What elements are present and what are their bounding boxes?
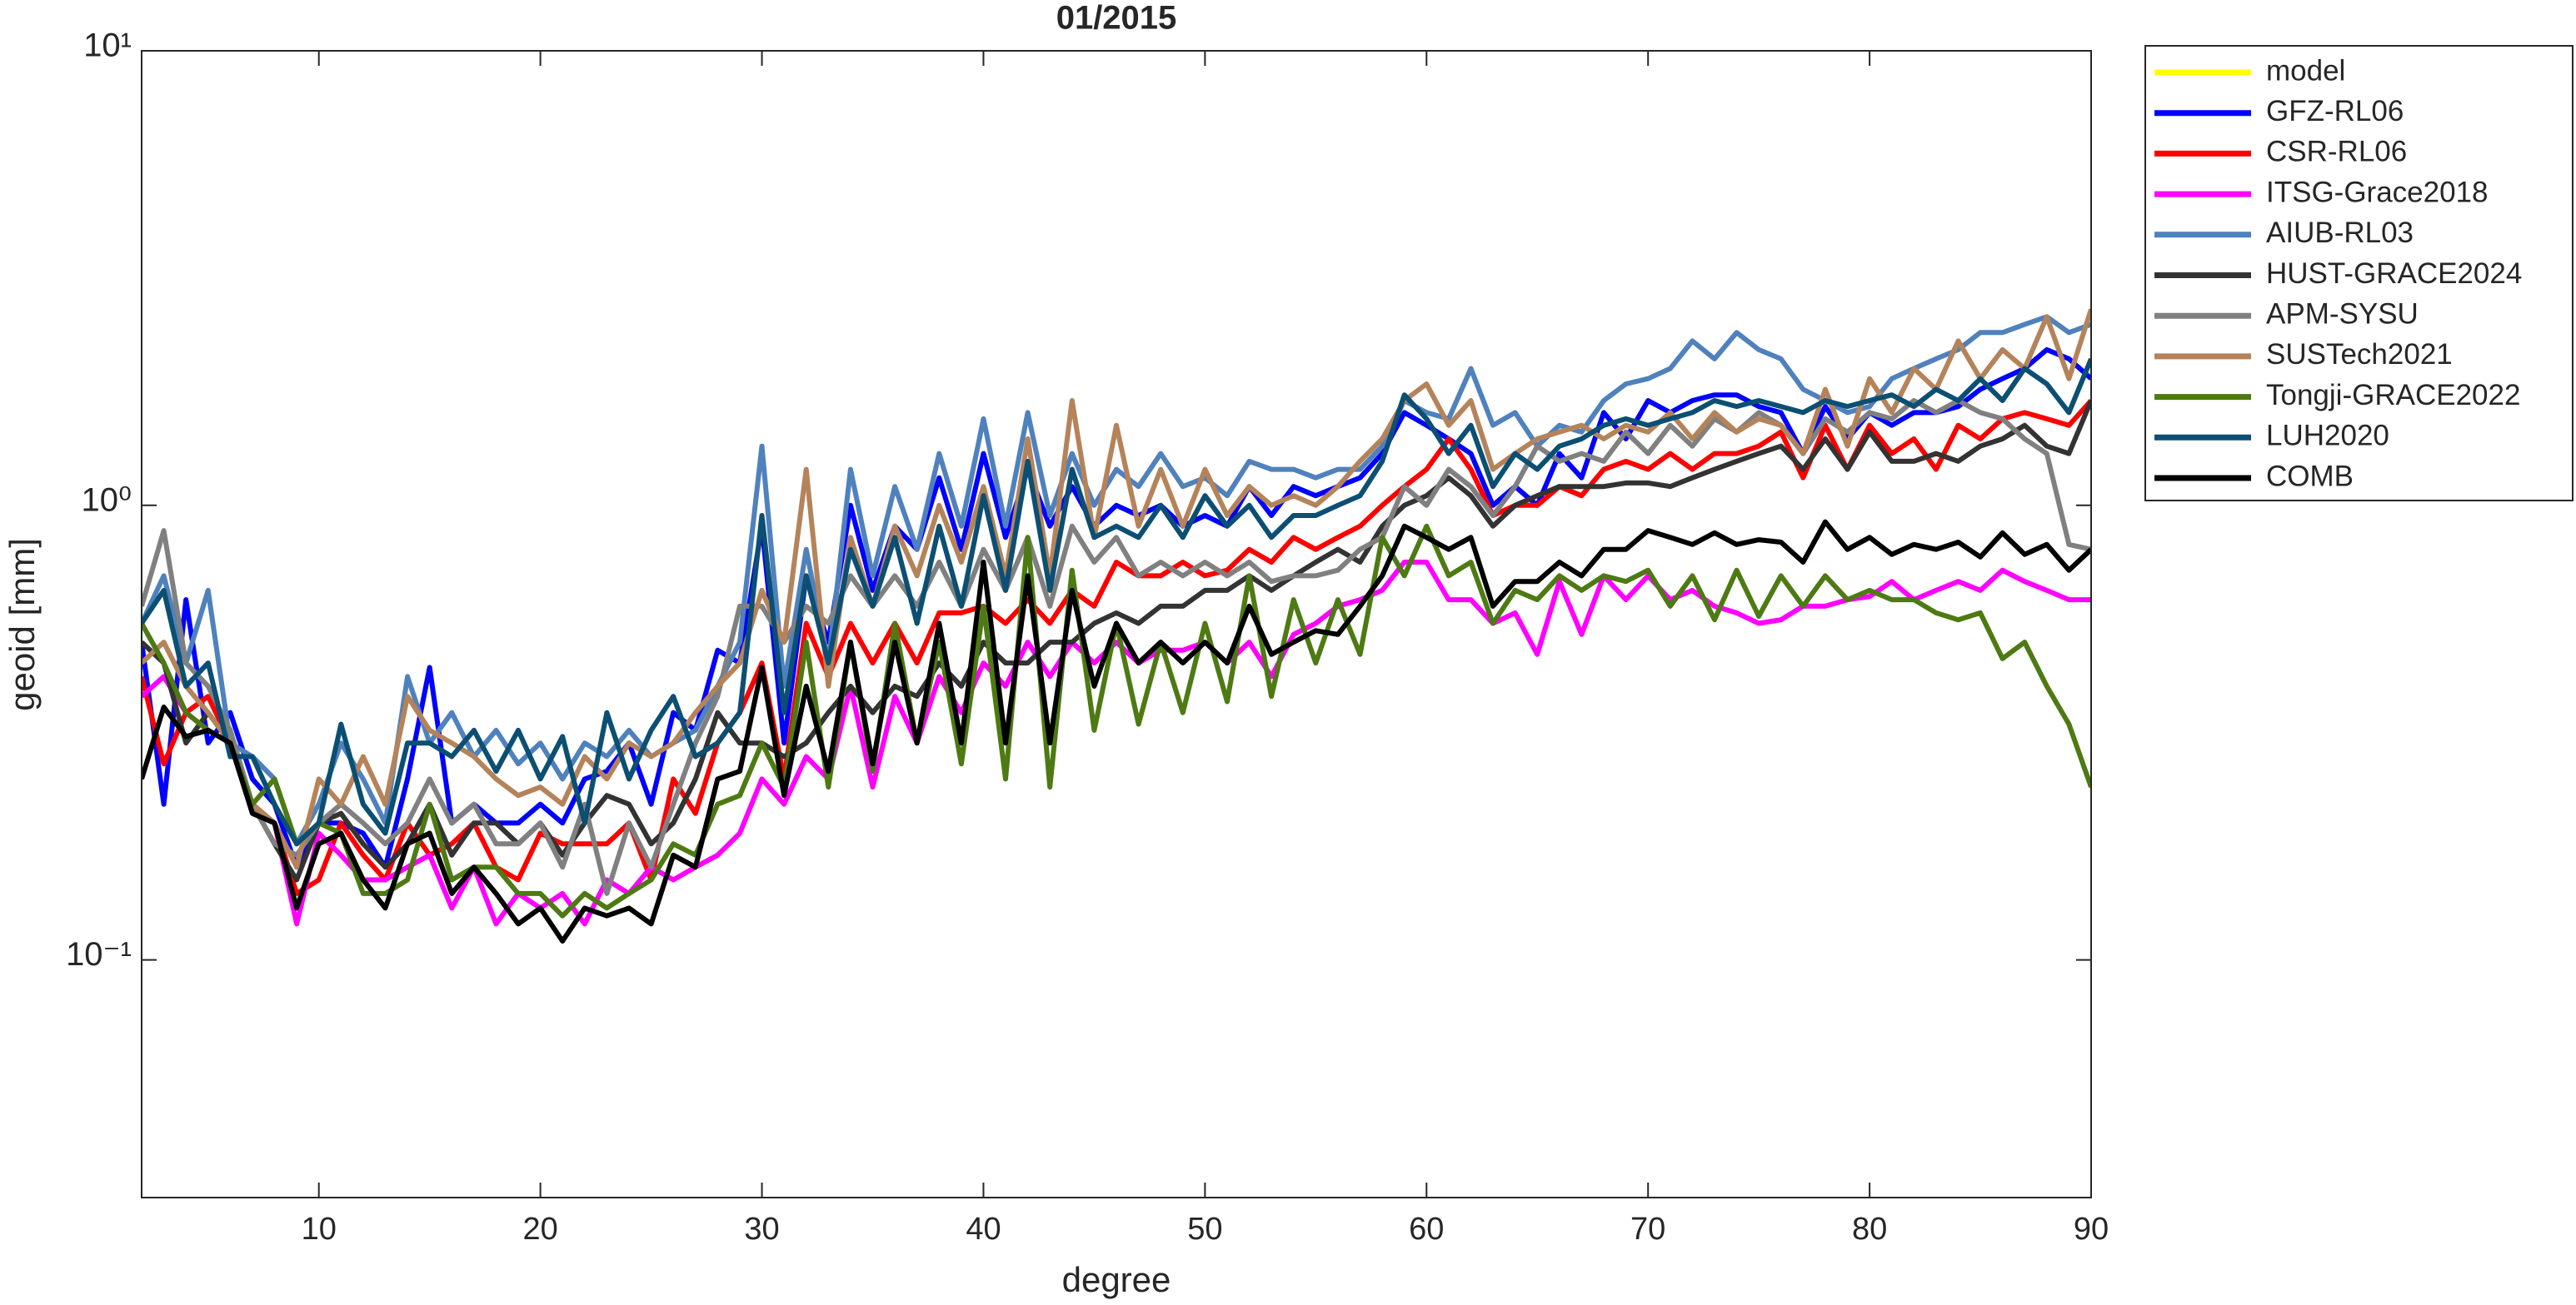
x-tick-label: 20	[522, 1212, 557, 1247]
x-tick-label: 90	[2074, 1212, 2109, 1247]
series-line	[142, 357, 2091, 847]
legend-label: APM-SYSU	[2266, 297, 2419, 330]
legend-label: GFZ-RL06	[2266, 95, 2404, 127]
legend-label: AIUB-RL03	[2266, 217, 2414, 249]
x-tick-label: 40	[966, 1212, 1001, 1247]
series-line	[142, 560, 2091, 927]
legend-label: ITSG-Grace2018	[2266, 176, 2489, 208]
x-tick-label: 30	[744, 1212, 779, 1247]
series-line	[142, 399, 2091, 883]
series-line	[142, 519, 2091, 944]
x-tick-label: 70	[1630, 1212, 1665, 1247]
series-line	[142, 308, 2091, 870]
y-tick-label: 10¹	[83, 27, 132, 64]
legend-label: COMB	[2266, 460, 2354, 492]
legend-label: Tongji-GRACE2022	[2266, 379, 2520, 411]
legend-label: HUST-GRACE2024	[2266, 257, 2522, 290]
legend-label: CSR-RL06	[2266, 136, 2407, 168]
chart-title: 01/2015	[1056, 0, 1177, 37]
axes-box	[141, 50, 2092, 1198]
y-tick-label: 10⁻¹	[66, 936, 132, 973]
legend-label: model	[2266, 54, 2345, 87]
y-axis-label: geoid [mm]	[2, 538, 42, 711]
x-tick-label: 60	[1409, 1212, 1444, 1247]
y-tick-label: 10⁰	[81, 481, 132, 518]
legend-label: LUH2020	[2266, 420, 2389, 452]
series-line	[142, 398, 2091, 896]
x-tick-label: 80	[1852, 1212, 1887, 1247]
x-tick-label: 50	[1187, 1212, 1222, 1247]
x-tick-label: 10	[302, 1212, 337, 1247]
x-axis-label: degree	[1062, 1260, 1171, 1299]
legend-label: SUSTech2021	[2266, 338, 2453, 371]
